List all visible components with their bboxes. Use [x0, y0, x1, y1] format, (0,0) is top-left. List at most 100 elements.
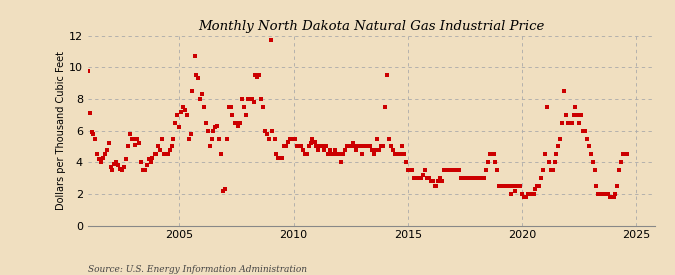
Point	[622, 152, 632, 156]
Point	[332, 152, 343, 156]
Point	[462, 176, 472, 180]
Point	[193, 76, 204, 81]
Point	[587, 160, 598, 164]
Point	[402, 168, 413, 172]
Point	[477, 176, 487, 180]
Point	[344, 144, 354, 148]
Point	[391, 152, 402, 156]
Point	[524, 192, 535, 196]
Point	[504, 184, 514, 188]
Point	[545, 168, 556, 172]
Point	[395, 152, 406, 156]
Point	[580, 128, 591, 133]
Point	[520, 195, 531, 199]
Point	[94, 157, 105, 161]
Point	[176, 109, 186, 114]
Point	[277, 155, 288, 160]
Point	[439, 168, 450, 172]
Point	[532, 184, 543, 188]
Point	[448, 168, 459, 172]
Point	[502, 184, 512, 188]
Point	[98, 155, 109, 160]
Point	[256, 97, 267, 101]
Point	[153, 144, 163, 148]
Point	[254, 73, 265, 78]
Point	[347, 141, 358, 145]
Point	[559, 89, 570, 93]
Point	[119, 165, 130, 169]
Point	[126, 136, 137, 141]
Point	[608, 195, 619, 199]
Point	[286, 136, 297, 141]
Point	[465, 176, 476, 180]
Point	[130, 143, 140, 147]
Point	[198, 105, 209, 109]
Point	[284, 136, 295, 141]
Point	[358, 144, 369, 148]
Point	[473, 176, 484, 180]
Point	[484, 152, 495, 156]
Point	[187, 89, 198, 93]
Point	[301, 152, 312, 156]
Point	[212, 124, 223, 128]
Point	[538, 168, 549, 172]
Point	[616, 160, 626, 164]
Point	[570, 105, 580, 109]
Point	[300, 152, 310, 156]
Point	[324, 147, 335, 152]
Point	[117, 168, 128, 172]
Point	[614, 168, 625, 172]
Point	[134, 141, 144, 145]
Point	[604, 195, 615, 199]
Point	[381, 73, 392, 78]
Point	[522, 192, 533, 196]
Point	[99, 152, 110, 156]
Point	[237, 97, 248, 101]
Point	[427, 179, 438, 183]
Point	[326, 152, 337, 156]
Point	[86, 130, 97, 134]
Point	[349, 144, 360, 148]
Point	[481, 168, 491, 172]
Point	[294, 144, 304, 148]
Point	[355, 144, 366, 148]
Point	[307, 136, 318, 141]
Point	[475, 176, 486, 180]
Point	[397, 144, 408, 148]
Point	[260, 128, 271, 133]
Point	[408, 176, 419, 180]
Point	[82, 68, 93, 73]
Point	[495, 184, 506, 188]
Point	[258, 105, 269, 109]
Point	[200, 120, 211, 125]
Point	[240, 113, 251, 117]
Point	[387, 147, 398, 152]
Point	[315, 144, 325, 148]
Point	[418, 173, 429, 177]
Point	[374, 147, 385, 152]
Point	[145, 160, 156, 164]
Point	[170, 120, 181, 125]
Point	[149, 152, 160, 156]
Point	[591, 184, 602, 188]
Point	[530, 187, 541, 191]
Point	[479, 176, 489, 180]
Point	[311, 144, 322, 148]
Point	[483, 160, 493, 164]
Point	[494, 184, 505, 188]
Point	[566, 120, 577, 125]
Point	[360, 144, 371, 148]
Point	[107, 168, 118, 172]
Point	[412, 176, 423, 180]
Point	[372, 136, 383, 141]
Point	[229, 120, 240, 125]
Point	[319, 147, 329, 152]
Point	[583, 144, 594, 148]
Point	[296, 144, 306, 148]
Point	[612, 184, 623, 188]
Point	[549, 160, 560, 164]
Point	[464, 176, 475, 180]
Point	[313, 147, 323, 152]
Point	[620, 152, 630, 156]
Point	[487, 152, 497, 156]
